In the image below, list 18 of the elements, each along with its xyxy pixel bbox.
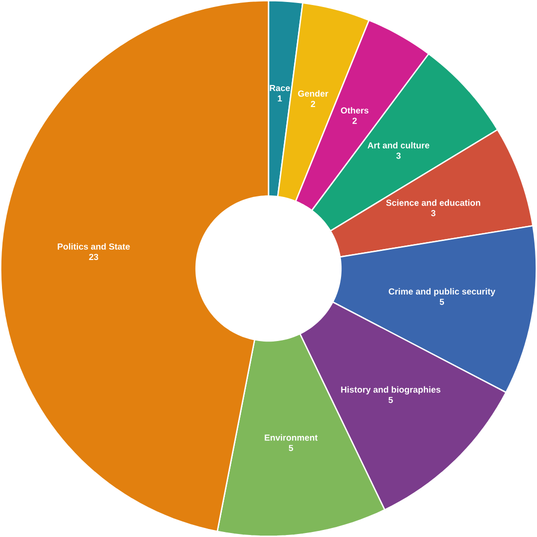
data-label: 23 [89,254,98,260]
slice-label: Race [270,85,290,92]
slice-label: Environment [264,434,318,441]
slice-label: Others [340,107,368,114]
slice-label: Gender [298,90,328,97]
data-label: 5 [388,396,393,404]
data-label: 1 [278,95,282,102]
data-label: 2 [310,100,316,107]
slice-label: Science and education [386,199,480,206]
data-label: 5 [440,298,444,305]
slice-label: Art and culture [368,142,430,148]
data-label: 3 [396,152,401,159]
slice-label: History and biographies [341,386,440,394]
data-label: 5 [288,445,294,452]
slice-label: Politics and State [58,243,130,250]
data-label: 2 [352,118,357,124]
slice-label: Crime and public security [388,288,496,296]
data-label: 3 [431,210,436,216]
